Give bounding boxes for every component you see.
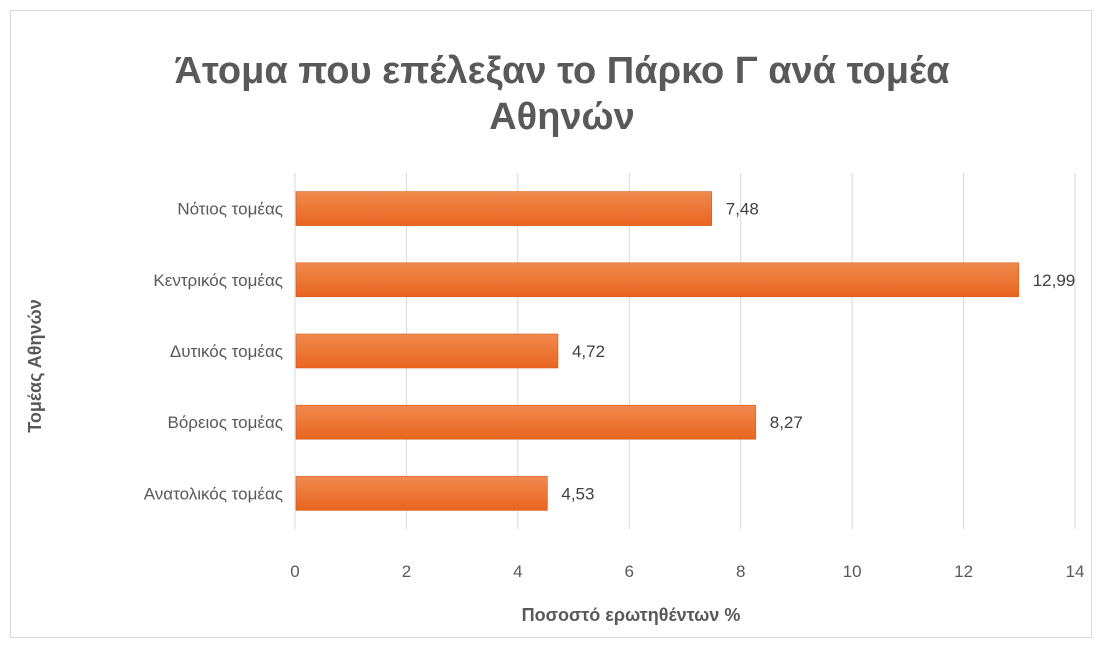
data-labels: 7,48 12,99 4,72 8,27 4,53 [561,200,1075,504]
category-label: Ανατολικός τομέας [144,484,283,503]
bar-2 [295,262,1020,298]
bars [295,191,1020,511]
x-axis-title: Ποσοστό ερωτηθέντων % [522,605,741,625]
x-tick-label: 4 [513,562,522,581]
bar-3 [295,333,559,369]
bar-chart: Άτομα που επέλεξαν το Πάρκο Γ ανά τομέα … [25,50,1084,625]
bar-1 [295,191,713,226]
category-label: Βόρειος τομέας [167,413,283,432]
x-tick-label: 10 [843,562,862,581]
y-axis-title: Τομέας Αθηνών [25,299,45,433]
data-label: 8,27 [770,413,803,432]
chart-container: Άτομα που επέλεξαν το Πάρκο Γ ανά τομέα … [10,10,1092,638]
category-label: Κεντρικός τομέας [153,271,283,290]
x-tick-label: 14 [1066,562,1085,581]
data-label: 12,99 [1033,271,1076,290]
x-tick-label: 6 [625,562,634,581]
data-label: 7,48 [726,200,759,219]
x-tick-label: 8 [736,562,745,581]
x-tick-label: 12 [954,562,973,581]
x-tick-labels: 0 2 4 6 8 10 12 14 [290,562,1084,581]
chart-title-line-1: Άτομα που επέλεξαν το Πάρκο Γ ανά τομέα [175,50,950,92]
bar-5 [295,476,548,511]
data-label: 4,53 [561,484,594,503]
x-tick-label: 2 [402,562,411,581]
category-label: Νότιος τομέας [177,200,283,219]
bar-4 [295,404,757,440]
chart-title-line-2: Αθηνών [489,96,635,138]
x-tick-label: 0 [290,562,299,581]
category-labels: Νότιος τομέας Κεντρικός τομέας Δυτικός τομ… [144,200,283,504]
category-label: Δυτικός τομέας [170,342,283,361]
data-label: 4,72 [572,342,605,361]
